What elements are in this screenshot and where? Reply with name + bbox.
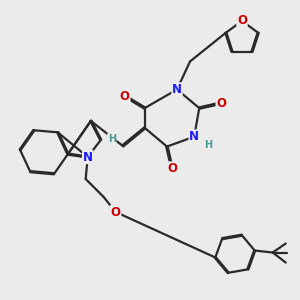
Text: N: N <box>189 130 199 143</box>
Text: N: N <box>83 151 93 164</box>
Text: O: O <box>216 97 226 110</box>
Text: O: O <box>120 90 130 103</box>
Text: H: H <box>204 140 212 150</box>
Text: N: N <box>172 83 182 96</box>
Text: O: O <box>237 14 247 28</box>
Text: O: O <box>111 206 121 218</box>
Text: H: H <box>108 134 116 144</box>
Text: O: O <box>167 162 177 175</box>
